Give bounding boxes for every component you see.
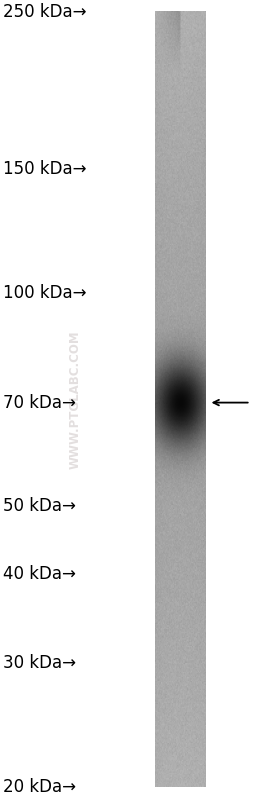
Text: 70 kDa→: 70 kDa→	[3, 394, 76, 411]
Text: 150 kDa→: 150 kDa→	[3, 160, 86, 177]
Text: 250 kDa→: 250 kDa→	[3, 3, 86, 21]
Text: 50 kDa→: 50 kDa→	[3, 497, 76, 515]
Text: WWW.PTGLABC.COM: WWW.PTGLABC.COM	[69, 330, 82, 469]
Text: 30 kDa→: 30 kDa→	[3, 654, 76, 672]
Text: 40 kDa→: 40 kDa→	[3, 566, 76, 583]
Text: 100 kDa→: 100 kDa→	[3, 284, 86, 302]
Text: 20 kDa→: 20 kDa→	[3, 778, 76, 796]
